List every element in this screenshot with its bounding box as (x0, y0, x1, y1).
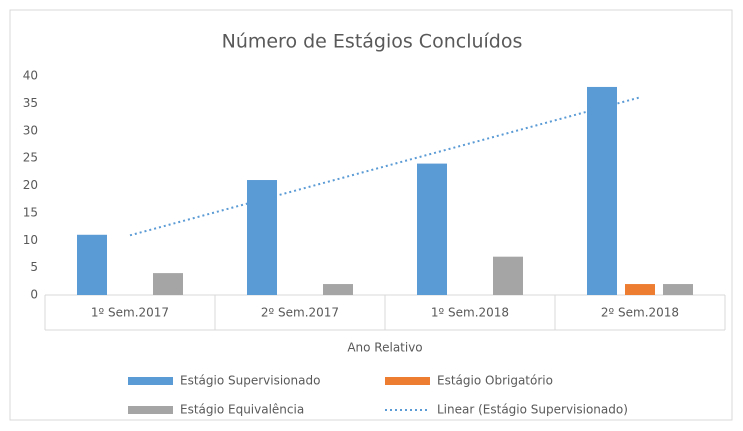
bar (587, 86, 617, 295)
y-tick-label: 5 (30, 260, 38, 274)
y-tick-label: 20 (23, 178, 38, 192)
x-axis-title: Ano Relativo (347, 341, 422, 355)
x-tick-label: 1º Sem.2018 (431, 306, 509, 320)
bar (663, 284, 693, 295)
chart-border (9, 9, 733, 421)
x-tick-label: 1º Sem.2017 (91, 306, 169, 320)
x-tick-label: 2º Sem.2017 (261, 306, 339, 320)
legend-swatch (128, 377, 173, 385)
y-tick-label: 10 (23, 233, 38, 247)
y-tick-label: 15 (23, 205, 38, 219)
bar (625, 284, 655, 295)
y-tick-label: 30 (23, 123, 38, 137)
bar (417, 163, 447, 295)
legend-swatch (385, 377, 430, 385)
legend-label: Estágio Supervisionado (180, 374, 320, 388)
trend-line (129, 96, 641, 237)
bar (153, 273, 183, 295)
bar (247, 180, 277, 295)
y-tick-label: 35 (23, 96, 38, 110)
y-tick-label: 25 (23, 151, 38, 165)
legend-label: Linear (Estágio Supervisionado) (437, 403, 628, 417)
bar (323, 284, 353, 295)
legend-swatch (128, 406, 173, 414)
y-tick-label: 0 (30, 288, 38, 302)
bar (77, 234, 107, 295)
x-tick-label: 2º Sem.2018 (601, 306, 679, 320)
bar (493, 256, 523, 295)
legend-label: Estágio Obrigatório (437, 374, 553, 388)
legend-label: Estágio Equivalência (180, 403, 304, 417)
chart-title: Número de Estágios Concluídos (222, 31, 523, 53)
y-tick-label: 40 (23, 69, 38, 83)
